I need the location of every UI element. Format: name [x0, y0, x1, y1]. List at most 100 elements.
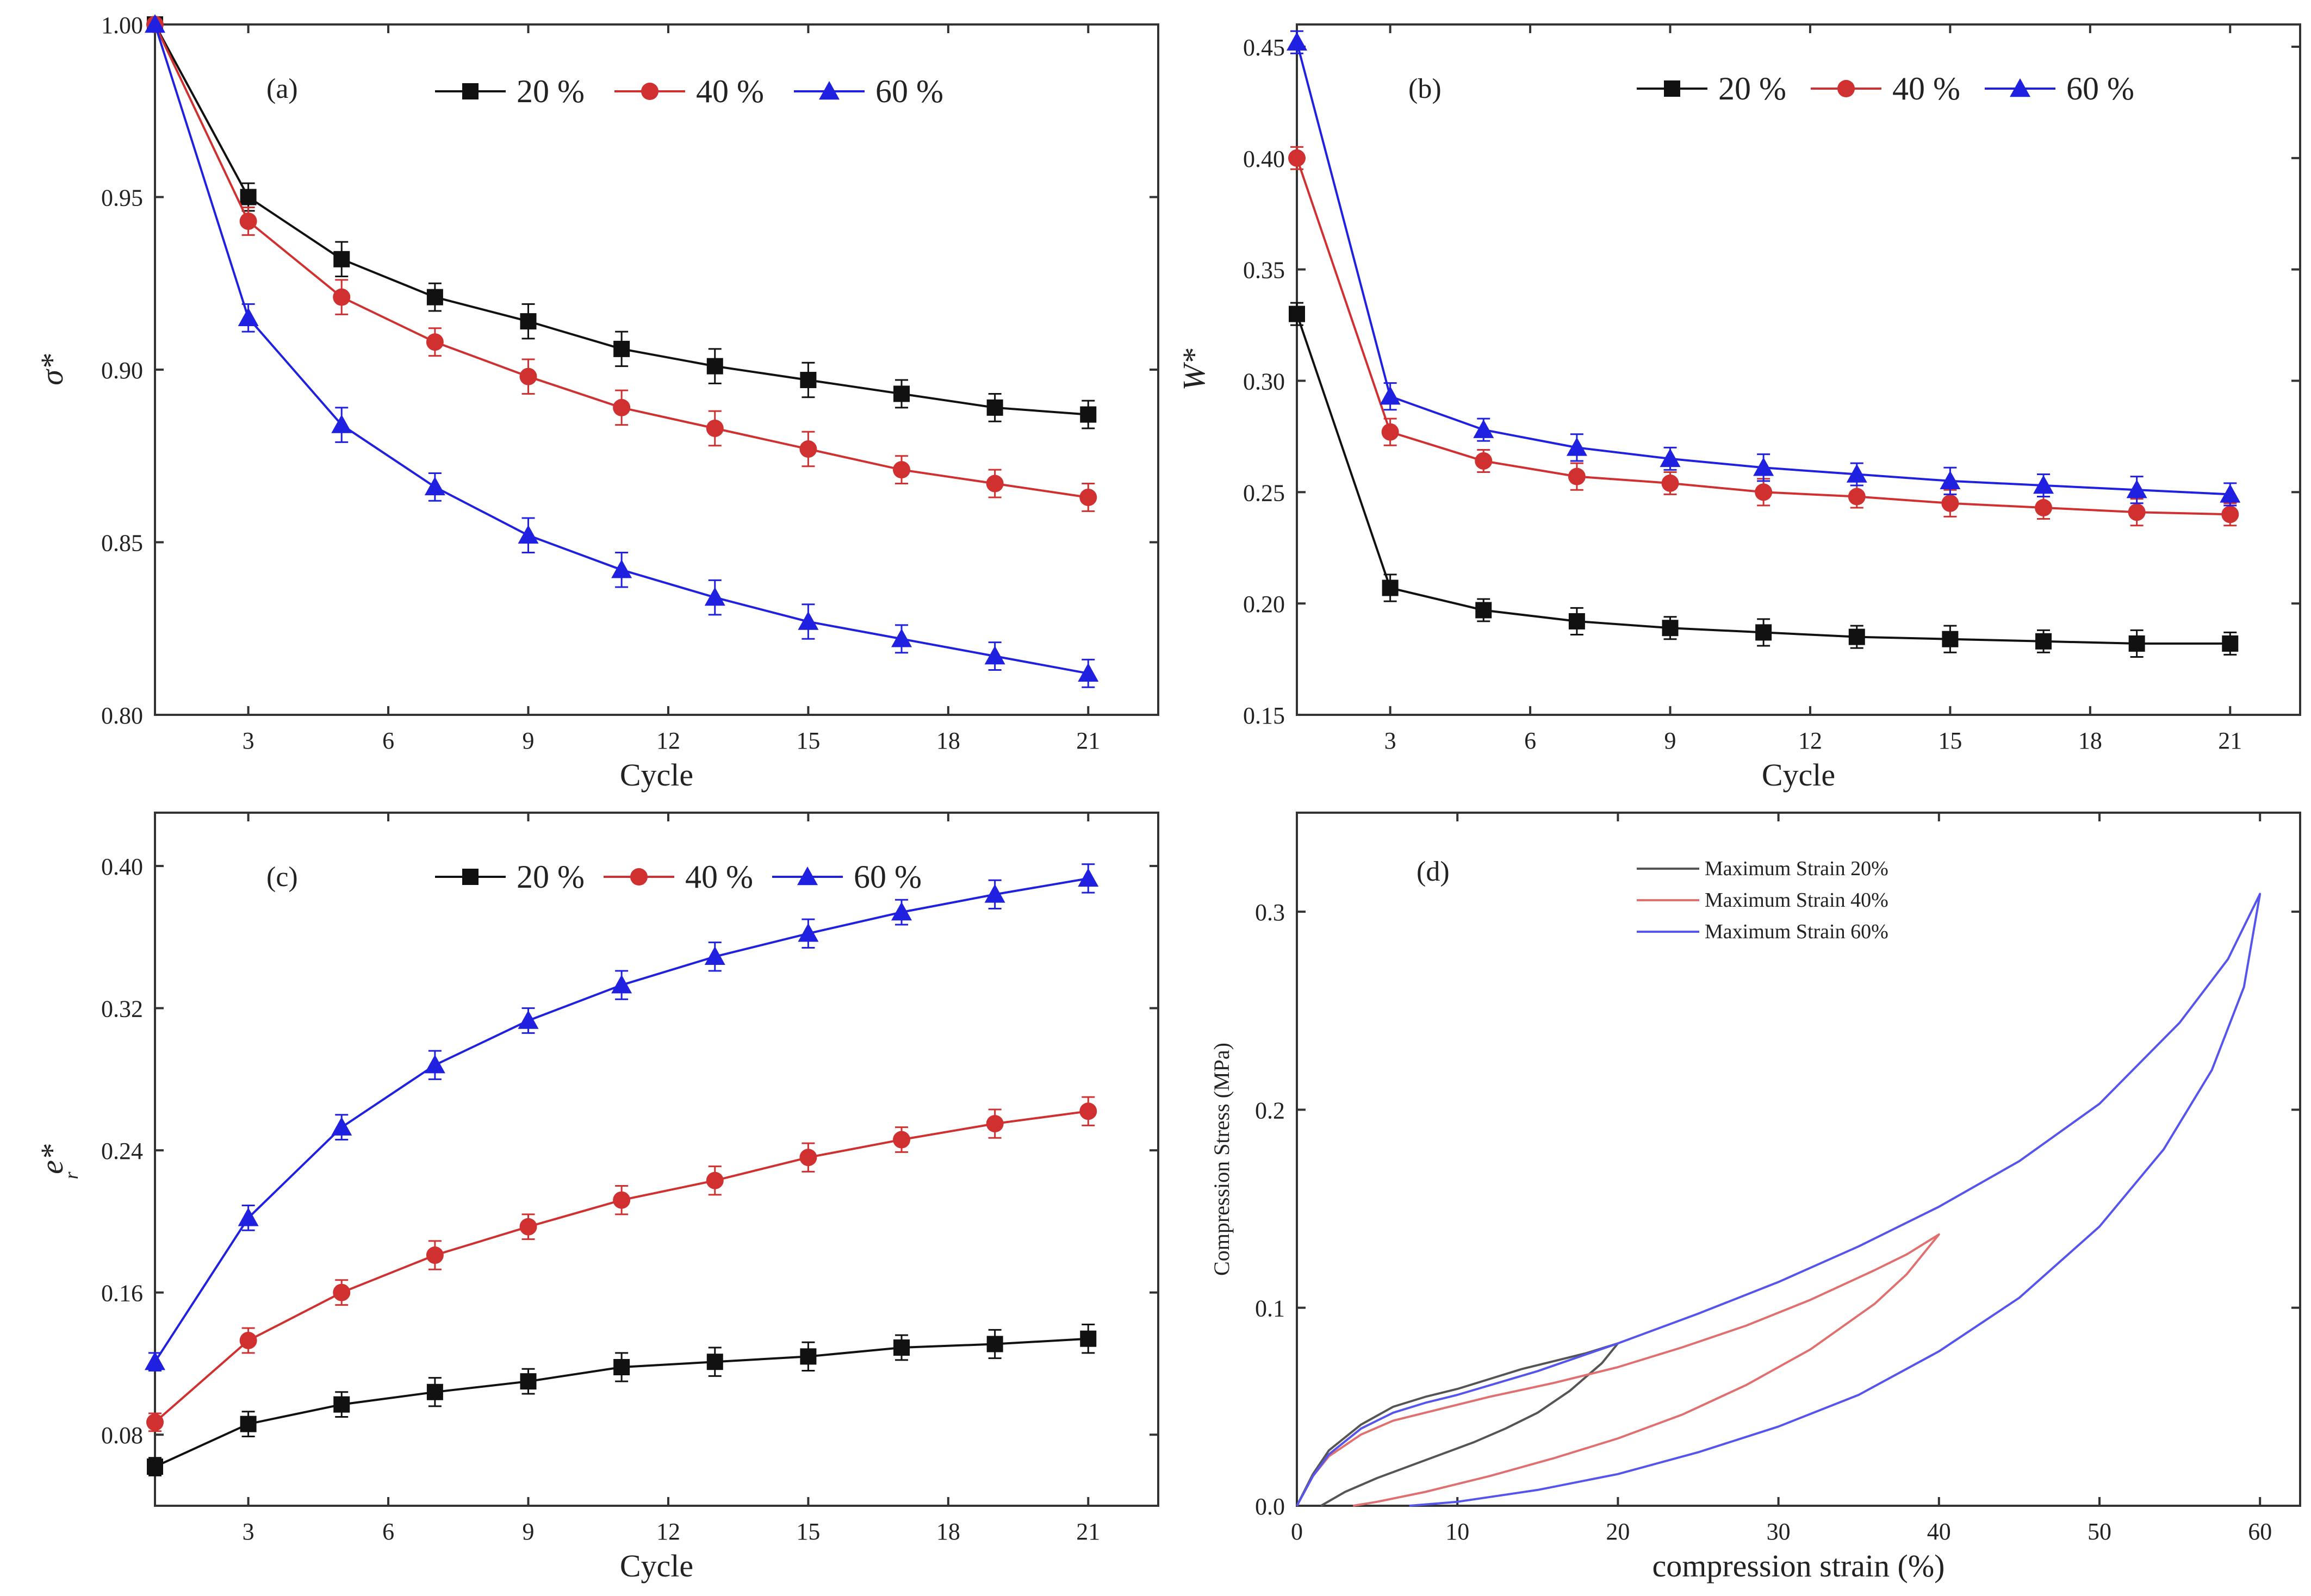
y-tick-label: 0.32: [101, 996, 143, 1023]
data-point: [1475, 602, 1492, 619]
data-point: [984, 884, 1005, 903]
legend-label: 20 %: [517, 859, 585, 895]
y-tick-label: 0.95: [101, 185, 143, 211]
data-point: [706, 1171, 724, 1189]
y-axis-title: e*: [34, 1144, 70, 1174]
data-point: [1660, 448, 1681, 467]
data-point: [1078, 868, 1099, 887]
data-point: [333, 288, 351, 306]
data-point: [2035, 499, 2053, 516]
legend-label: Maximum Strain 60%: [1705, 920, 1888, 943]
data-point: [1662, 620, 1679, 637]
data-point: [1566, 437, 1587, 456]
data-point: [706, 419, 724, 437]
data-point: [1568, 613, 1585, 629]
data-point: [1380, 386, 1401, 405]
legend-label: 40 %: [696, 73, 764, 109]
data-point: [1846, 464, 1867, 483]
x-tick-label: 15: [796, 1518, 820, 1545]
data-point: [1080, 406, 1097, 423]
legend-label: 60 %: [875, 73, 943, 109]
data-point: [1078, 663, 1099, 682]
x-tick-label: 60: [2248, 1518, 2272, 1545]
x-tick-label: 6: [1524, 727, 1536, 754]
data-point: [611, 559, 632, 578]
data-point: [240, 1416, 257, 1432]
y-tick-label: 0.90: [101, 357, 143, 384]
data-point: [799, 1149, 817, 1167]
y-axis-title: σ*: [34, 354, 70, 385]
x-tick-label: 20: [1606, 1518, 1630, 1545]
data-point: [1288, 149, 1306, 167]
legend-label: 40 %: [685, 859, 753, 895]
x-tick-label: 40: [1927, 1518, 1951, 1545]
x-tick-label: 15: [796, 727, 820, 754]
data-point: [893, 461, 911, 479]
legend-label: 60 %: [854, 859, 922, 895]
series-40-pct: [1288, 146, 2239, 527]
data-point: [519, 367, 537, 385]
data-point: [2035, 633, 2052, 650]
plot-frame: [154, 812, 1159, 1507]
data-point: [891, 628, 912, 647]
data-point: [2220, 484, 2241, 503]
x-axis-title: compression strain (%): [1653, 1548, 1945, 1583]
x-tick-label: 10: [1445, 1518, 1469, 1545]
data-point: [147, 1458, 163, 1475]
x-tick-label: 12: [656, 727, 680, 754]
legend-marker: [630, 868, 648, 886]
data-point: [239, 212, 257, 230]
data-point: [2128, 503, 2146, 521]
data-point: [1382, 579, 1399, 596]
series-20-pct: [147, 1324, 1097, 1476]
y-tick-label: 0.24: [101, 1138, 143, 1164]
data-point: [331, 1117, 352, 1136]
x-tick-label: 9: [1664, 727, 1676, 754]
data-point: [986, 1115, 1004, 1133]
y-axis-title-subscript: r: [60, 1171, 82, 1180]
data-point: [426, 289, 443, 306]
data-point: [2126, 479, 2147, 498]
data-point: [426, 333, 444, 351]
data-point: [1941, 494, 1959, 512]
panel-label: (b): [1408, 73, 1442, 104]
data-point: [1942, 631, 1959, 647]
legend-label: 40 %: [1892, 71, 1960, 107]
y-tick-label: 0.2: [1255, 1097, 1285, 1124]
legend-marker: [1837, 80, 1855, 97]
data-point: [2128, 635, 2145, 652]
x-tick-label: 18: [936, 727, 960, 754]
data-point: [984, 646, 1005, 665]
data-point: [1079, 488, 1097, 506]
data-point: [2221, 506, 2239, 523]
legend-marker: [1664, 80, 1680, 97]
data-point: [893, 385, 910, 402]
data-point: [240, 189, 257, 205]
x-tick-label: 18: [2078, 727, 2102, 754]
data-point: [893, 1131, 911, 1149]
legend-marker: [462, 83, 479, 99]
data-point: [519, 1218, 537, 1236]
x-tick-label: 3: [243, 1518, 254, 1545]
series-60-pct: [145, 863, 1099, 1372]
data-point: [426, 1383, 443, 1400]
data-point: [1568, 467, 1586, 485]
x-tick-label: 12: [1798, 727, 1822, 754]
data-point: [520, 1373, 537, 1390]
data-point: [1080, 1330, 1097, 1347]
legend-label: Maximum Strain 40%: [1705, 889, 1888, 912]
x-tick-label: 9: [523, 1518, 535, 1545]
data-point: [1848, 628, 1865, 645]
series-line: [154, 877, 1089, 1363]
data-point: [333, 1396, 350, 1413]
data-point: [146, 1413, 164, 1431]
series-max-strain-3: [1296, 893, 2262, 1507]
x-tick-label: 21: [1076, 727, 1100, 754]
x-axis-title: Cycle: [1762, 757, 1835, 793]
x-tick-label: 15: [1938, 727, 1962, 754]
data-point: [145, 14, 165, 33]
data-point: [520, 313, 537, 330]
data-point: [1079, 1102, 1097, 1120]
data-point: [986, 475, 1004, 492]
